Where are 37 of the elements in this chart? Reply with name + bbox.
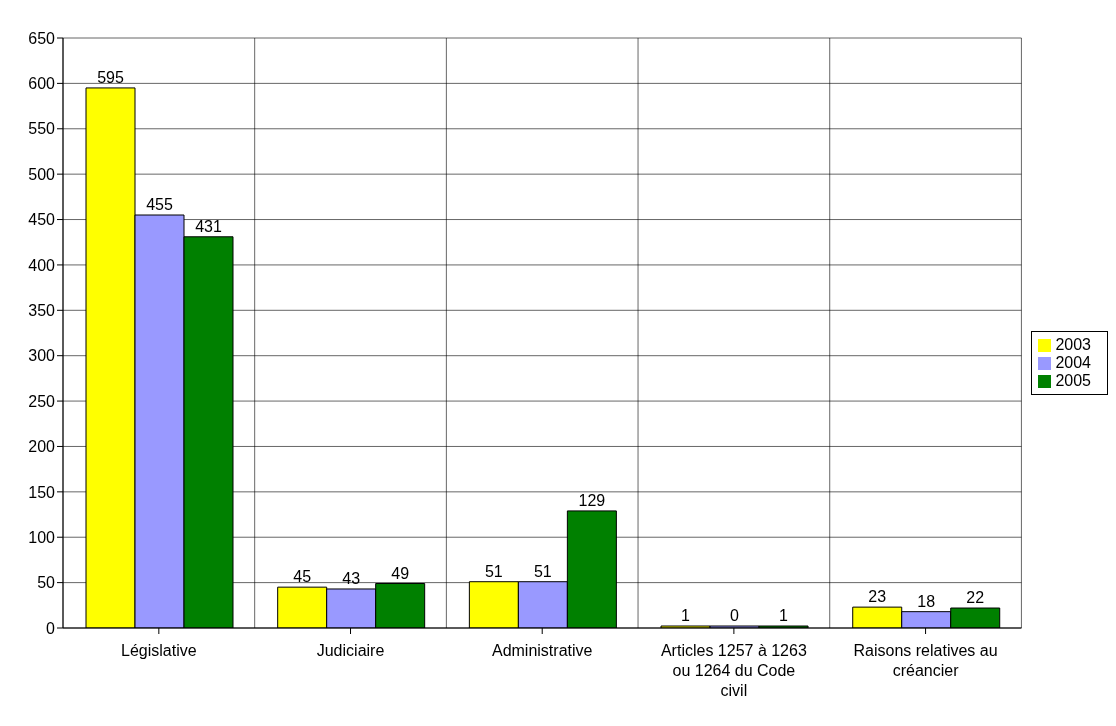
legend-label: 2005	[1055, 372, 1091, 389]
data-label: 595	[97, 68, 124, 86]
data-label: 129	[578, 491, 606, 509]
legend-label: 2003	[1055, 336, 1091, 353]
data-label: 49	[391, 564, 410, 582]
y-tick-label: 400	[28, 256, 56, 274]
y-tick-label: 150	[28, 483, 56, 501]
y-tick-label: 350	[28, 301, 56, 319]
y-tick-label: 250	[28, 392, 56, 410]
data-label: 51	[533, 562, 552, 580]
y-tick-label: 550	[28, 120, 56, 138]
legend-label: 2004	[1055, 354, 1091, 371]
x-tick-label: Raisons relatives au créancier	[853, 642, 998, 679]
data-label: 455	[146, 196, 173, 213]
x-tick-label: Administrative	[491, 642, 593, 659]
x-tick-label: Judiciaire	[316, 642, 385, 659]
data-label: 431	[195, 217, 222, 235]
data-label: 23	[868, 588, 887, 606]
y-tick-label: 300	[28, 347, 56, 365]
data-label: 45	[293, 568, 312, 586]
data-label: 1	[681, 607, 691, 624]
data-label: 51	[484, 562, 503, 580]
y-tick-label: 200	[28, 438, 56, 456]
y-tick-label: 100	[28, 528, 56, 546]
x-tick-label: Articles 1257 à 1263 ou 1264 du Code civil	[660, 642, 807, 699]
x-tick-label: Législative	[121, 642, 197, 659]
data-label: 43	[342, 569, 361, 587]
data-label: 0	[730, 607, 740, 624]
data-label: 22	[966, 589, 985, 607]
y-tick-label: 0	[46, 619, 56, 637]
y-tick-label: 500	[28, 165, 56, 183]
data-label: 18	[917, 592, 936, 610]
y-tick-label: 600	[28, 75, 56, 93]
y-tick-label: 650	[28, 29, 56, 47]
data-label: 1	[779, 607, 789, 624]
y-tick-label: 450	[28, 211, 56, 229]
y-tick-label: 50	[37, 574, 56, 592]
